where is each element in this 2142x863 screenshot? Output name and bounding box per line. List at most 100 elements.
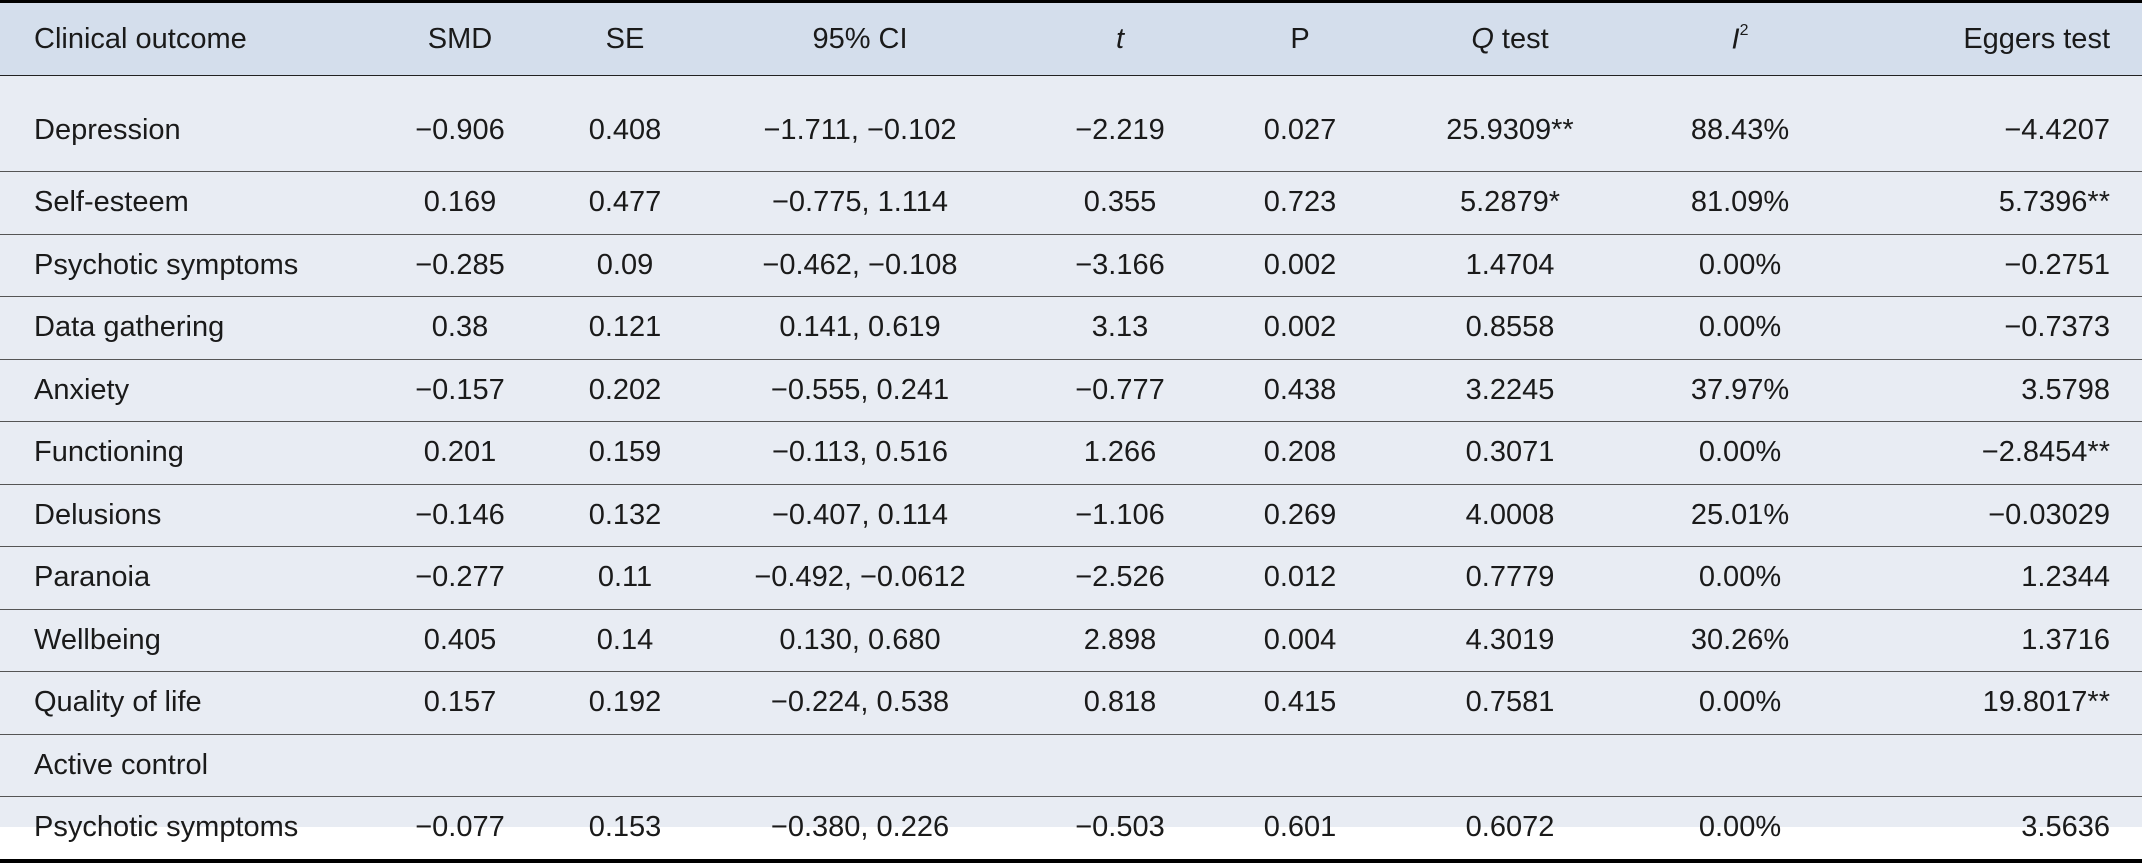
outcome-cell: Data gathering	[0, 296, 370, 360]
i2-cell: 0.00%	[1640, 671, 1840, 735]
table-row: Depression −0.906 0.408 −1.711, −0.102 −2.21…	[0, 75, 2142, 172]
table-row: Quality of life 0.157 0.192 −0.224, 0.538 0.…	[0, 671, 2142, 735]
section-row-active-control: Active control	[0, 734, 2142, 797]
se-cell: 0.09	[550, 234, 700, 297]
header-i2: I2	[1640, 0, 1840, 76]
p-cell: 0.208	[1220, 421, 1380, 485]
ci-cell: −0.224, 0.538	[700, 671, 1020, 735]
outcome-cell: Anxiety	[0, 359, 370, 422]
i2-cell: 30.26%	[1640, 609, 1840, 672]
se-cell: 0.408	[550, 75, 700, 172]
q-test-cell: 5.2879*	[1380, 171, 1640, 235]
ci-cell: 0.130, 0.680	[700, 609, 1020, 672]
outcome-cell: Psychotic symptoms	[0, 796, 370, 863]
ci-cell: −0.113, 0.516	[700, 421, 1020, 485]
header-smd: SMD	[370, 0, 550, 76]
outcome-cell: Paranoia	[0, 546, 370, 610]
t-cell: −0.503	[1020, 796, 1220, 863]
eggers-test-cell: 19.8017**	[1840, 671, 2142, 735]
outcome-cell: Functioning	[0, 421, 370, 485]
smd-cell: 0.38	[370, 296, 550, 360]
header-row: Clinical outcome SMD SE 95% CI t P Q tes…	[0, 0, 2142, 76]
header-t-label: t	[1115, 22, 1125, 55]
smd-cell: −0.277	[370, 546, 550, 610]
table-body: Depression −0.906 0.408 −1.711, −0.102 −2.21…	[0, 75, 2142, 863]
smd-cell: 0.405	[370, 609, 550, 672]
t-cell: 2.898	[1020, 609, 1220, 672]
eggers-test-cell: −0.2751	[1840, 234, 2142, 297]
ci-cell: −0.407, 0.114	[700, 484, 1020, 547]
smd-cell: 0.201	[370, 421, 550, 485]
p-cell: 0.415	[1220, 671, 1380, 735]
ci-cell: −0.492, −0.0612	[700, 546, 1020, 610]
t-cell: 1.266	[1020, 421, 1220, 485]
i2-cell: 81.09%	[1640, 171, 1840, 235]
se-cell: 0.159	[550, 421, 700, 485]
se-cell: 0.202	[550, 359, 700, 422]
outcome-cell: Wellbeing	[0, 609, 370, 672]
header-p: P	[1220, 0, 1380, 76]
ci-cell: −1.711, −0.102	[700, 75, 1020, 172]
smd-cell: −0.157	[370, 359, 550, 422]
p-cell: 0.002	[1220, 296, 1380, 360]
header-ci: 95% CI	[700, 0, 1020, 76]
se-cell: 0.14	[550, 609, 700, 672]
eggers-test-cell: −0.7373	[1840, 296, 2142, 360]
table-row: Psychotic symptoms −0.077 0.153 −0.380, 0.2…	[0, 796, 2142, 863]
se-cell: 0.11	[550, 546, 700, 610]
p-cell: 0.438	[1220, 359, 1380, 422]
p-cell: 0.002	[1220, 234, 1380, 297]
q-test-cell: 4.3019	[1380, 609, 1640, 672]
i2-cell: 25.01%	[1640, 484, 1840, 547]
outcome-cell: Depression	[0, 75, 370, 172]
i2-cell: 0.00%	[1640, 796, 1840, 863]
outcome-cell: Self-esteem	[0, 171, 370, 235]
t-cell: −1.106	[1020, 484, 1220, 547]
header-q-label: test	[1493, 22, 1549, 55]
p-cell: 0.723	[1220, 171, 1380, 235]
ci-cell: −0.462, −0.108	[700, 234, 1020, 297]
p-cell: 0.269	[1220, 484, 1380, 547]
q-test-cell: 0.7581	[1380, 671, 1640, 735]
table-row: Anxiety −0.157 0.202 −0.555, 0.241 −0.777 0.4…	[0, 359, 2142, 422]
i2-cell: 0.00%	[1640, 296, 1840, 360]
eggers-test-cell: 3.5636	[1840, 796, 2142, 863]
eggers-test-cell: 5.7396**	[1840, 171, 2142, 235]
table-row: Paranoia −0.277 0.11 −0.492, −0.0612 −2.526 0…	[0, 546, 2142, 610]
q-test-cell: 0.7779	[1380, 546, 1640, 610]
smd-cell: 0.169	[370, 171, 550, 235]
ci-cell: −0.775, 1.114	[700, 171, 1020, 235]
header-q-test: Q test	[1380, 0, 1640, 76]
table-row: Data gathering 0.38 0.121 0.141, 0.619 3.13 0…	[0, 296, 2142, 360]
q-test-cell: 0.6072	[1380, 796, 1640, 863]
q-test-cell: 1.4704	[1380, 234, 1640, 297]
table-row: Functioning 0.201 0.159 −0.113, 0.516 1.266 0…	[0, 421, 2142, 485]
p-cell: 0.012	[1220, 546, 1380, 610]
table-row: Wellbeing 0.405 0.14 0.130, 0.680 2.898 0.004…	[0, 609, 2142, 672]
eggers-test-cell: 3.5798	[1840, 359, 2142, 422]
eggers-test-cell: 1.2344	[1840, 546, 2142, 610]
table-row: Psychotic symptoms −0.285 0.09 −0.462, −0.1…	[0, 234, 2142, 297]
se-cell: 0.121	[550, 296, 700, 360]
section-label: Active control	[0, 734, 2142, 797]
i2-cell: 88.43%	[1640, 75, 1840, 172]
header-eggers-test: Eggers test	[1840, 0, 2142, 76]
t-cell: −2.219	[1020, 75, 1220, 172]
header-t: t	[1020, 0, 1220, 76]
t-cell: −0.777	[1020, 359, 1220, 422]
se-cell: 0.132	[550, 484, 700, 547]
ci-cell: −0.380, 0.226	[700, 796, 1020, 863]
se-cell: 0.192	[550, 671, 700, 735]
outcome-cell: Delusions	[0, 484, 370, 547]
q-test-cell: 0.8558	[1380, 296, 1640, 360]
q-test-cell: 4.0008	[1380, 484, 1640, 547]
t-cell: 0.818	[1020, 671, 1220, 735]
header-i2-symbol: I	[1731, 23, 1740, 56]
se-cell: 0.153	[550, 796, 700, 863]
eggers-test-cell: −2.8454**	[1840, 421, 2142, 485]
i2-cell: 0.00%	[1640, 421, 1840, 485]
ci-cell: 0.141, 0.619	[700, 296, 1020, 360]
i2-cell: 0.00%	[1640, 234, 1840, 297]
header-se: SE	[550, 0, 700, 76]
